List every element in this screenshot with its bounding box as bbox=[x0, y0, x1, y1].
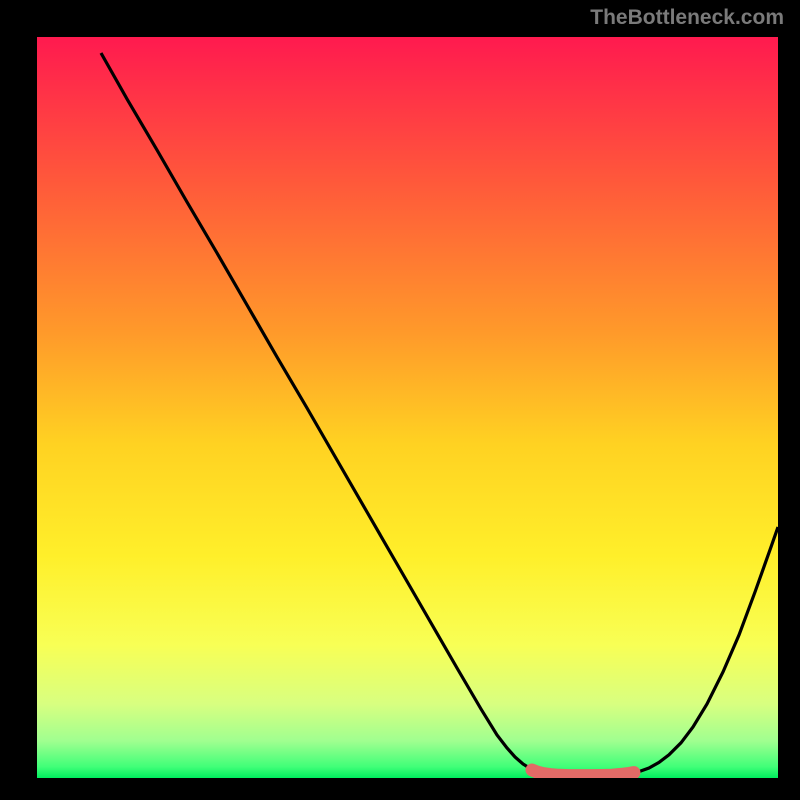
curve-highlight-segment bbox=[532, 770, 634, 776]
plot-area bbox=[37, 37, 778, 778]
chart-svg bbox=[37, 37, 778, 778]
watermark-text: TheBottleneck.com bbox=[590, 6, 784, 30]
canvas: TheBottleneck.com bbox=[0, 0, 800, 800]
curve-line bbox=[101, 53, 778, 775]
